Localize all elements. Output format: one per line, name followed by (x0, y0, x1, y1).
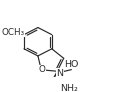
Text: O: O (38, 65, 45, 74)
Text: HO: HO (64, 60, 79, 69)
Text: N: N (57, 69, 64, 78)
Text: NH₂: NH₂ (60, 84, 78, 92)
Text: OCH₃: OCH₃ (1, 28, 24, 37)
